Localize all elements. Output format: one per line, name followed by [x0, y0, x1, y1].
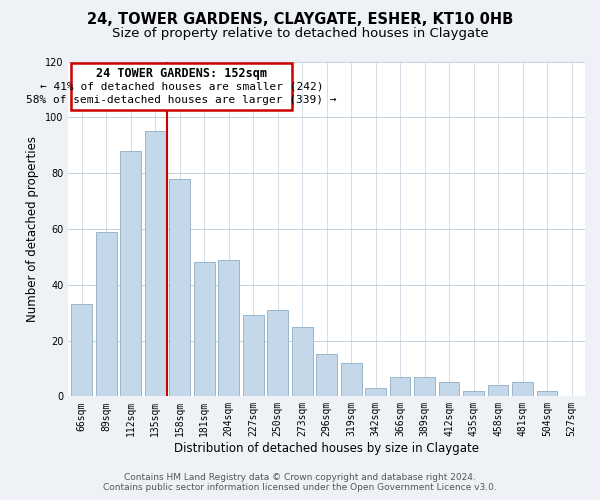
Bar	[292, 326, 313, 396]
Bar	[316, 354, 337, 397]
FancyBboxPatch shape	[71, 63, 292, 110]
Bar	[243, 316, 263, 396]
Bar	[120, 151, 141, 396]
Bar	[169, 178, 190, 396]
Text: 24, TOWER GARDENS, CLAYGATE, ESHER, KT10 0HB: 24, TOWER GARDENS, CLAYGATE, ESHER, KT10…	[87, 12, 513, 28]
Bar	[341, 363, 362, 396]
X-axis label: Distribution of detached houses by size in Claygate: Distribution of detached houses by size …	[174, 442, 479, 455]
Bar	[512, 382, 533, 396]
Text: 24 TOWER GARDENS: 152sqm: 24 TOWER GARDENS: 152sqm	[96, 67, 267, 80]
Bar	[536, 391, 557, 396]
Bar	[439, 382, 460, 396]
Bar	[145, 132, 166, 396]
Text: Size of property relative to detached houses in Claygate: Size of property relative to detached ho…	[112, 28, 488, 40]
Bar	[218, 260, 239, 396]
Bar	[488, 385, 508, 396]
Bar	[71, 304, 92, 396]
Bar	[365, 388, 386, 396]
Text: ← 41% of detached houses are smaller (242): ← 41% of detached houses are smaller (24…	[40, 81, 323, 91]
Text: Contains HM Land Registry data © Crown copyright and database right 2024.
Contai: Contains HM Land Registry data © Crown c…	[103, 473, 497, 492]
Text: 58% of semi-detached houses are larger (339) →: 58% of semi-detached houses are larger (…	[26, 95, 337, 105]
Bar	[463, 391, 484, 396]
Bar	[267, 310, 288, 396]
Y-axis label: Number of detached properties: Number of detached properties	[26, 136, 39, 322]
Bar	[389, 377, 410, 396]
Bar	[414, 377, 435, 396]
Bar	[194, 262, 215, 396]
Bar	[96, 232, 116, 396]
